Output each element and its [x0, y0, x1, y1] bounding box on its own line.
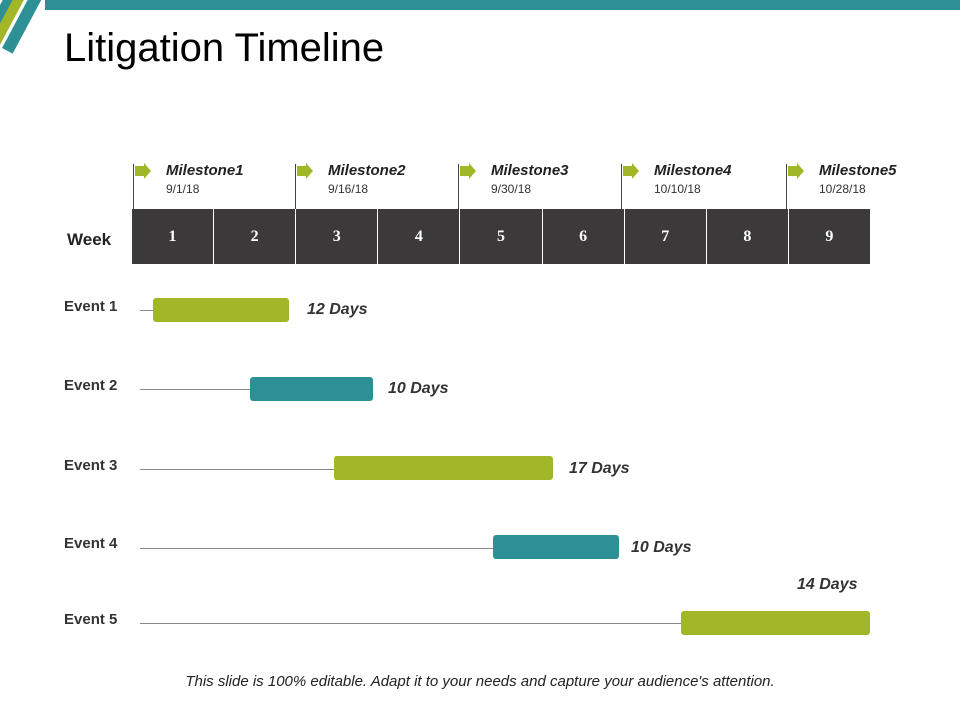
week-cell: 2	[214, 209, 297, 264]
milestone-date: 10/28/18	[819, 182, 866, 196]
milestone-pole	[458, 164, 459, 210]
week-cell: 1	[132, 209, 215, 264]
milestone-name: Milestone1	[166, 162, 244, 179]
milestone-pole	[786, 164, 787, 210]
week-cell: 7	[625, 209, 707, 264]
milestone-name: Milestone4	[654, 162, 732, 179]
event-label: Event 1	[64, 298, 118, 315]
week-cell: 6	[543, 209, 625, 264]
event-duration: 10 Days	[388, 380, 449, 397]
event-bar-3	[334, 456, 553, 480]
event-label: Event 4	[64, 535, 118, 552]
milestone-pole	[133, 164, 134, 210]
event-connector-line	[140, 310, 154, 311]
page-title: Litigation Timeline	[64, 26, 385, 70]
week-label: Week	[67, 230, 112, 249]
event-connector-line	[140, 548, 494, 549]
event-bar-4	[493, 535, 619, 559]
flag-arrow-icon	[297, 163, 313, 179]
event-label: Event 2	[64, 377, 118, 394]
week-scale: 1 2 3 4 5 6 7 8 9	[132, 209, 870, 264]
milestone-name: Milestone5	[819, 162, 897, 179]
week-cell: 9	[825, 227, 834, 245]
milestone-pole	[621, 164, 622, 210]
event-bar-1	[153, 298, 289, 322]
flag-arrow-icon	[460, 163, 476, 179]
event-connector-line	[140, 469, 335, 470]
milestone-name: Milestone3	[491, 162, 569, 179]
event-bar-2	[250, 377, 373, 401]
flag-arrow-icon	[623, 163, 639, 179]
event-connector-line	[140, 389, 251, 390]
week-cell: 4	[378, 209, 461, 264]
week-cell: 8	[707, 209, 789, 264]
milestone-date: 9/16/18	[328, 182, 369, 196]
milestone-name: Milestone2	[328, 162, 406, 179]
event-duration: 10 Days	[631, 539, 692, 556]
event-label: Event 5	[64, 611, 118, 628]
event-duration: 12 Days	[307, 301, 368, 318]
week-cell: 5	[460, 209, 543, 264]
event-duration: 14 Days	[797, 576, 858, 593]
footer-note: This slide is 100% editable. Adapt it to…	[185, 673, 775, 690]
event-duration: 17 Days	[569, 460, 630, 477]
milestone-pole	[295, 164, 296, 210]
flag-arrow-icon	[135, 163, 151, 179]
week-cell: 3	[296, 209, 379, 264]
milestone-date: 10/10/18	[654, 182, 701, 196]
header-accent-bar	[45, 0, 960, 10]
milestone-date: 9/30/18	[491, 182, 532, 196]
event-bar-5	[681, 611, 870, 635]
event-label: Event 3	[64, 457, 118, 474]
event-connector-line	[140, 623, 682, 624]
milestone-date: 9/1/18	[166, 182, 200, 196]
flag-arrow-icon	[788, 163, 804, 179]
